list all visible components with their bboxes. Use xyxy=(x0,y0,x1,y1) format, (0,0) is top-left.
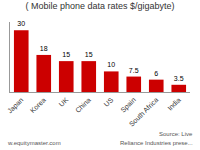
svg-text:w.equitymaster.com: w.equitymaster.com xyxy=(7,140,61,146)
svg-text:15: 15 xyxy=(62,51,70,58)
svg-text:India: India xyxy=(166,96,182,112)
svg-text:South Africa: South Africa xyxy=(128,96,160,128)
svg-text:7.5: 7.5 xyxy=(129,67,139,74)
svg-text:Korea: Korea xyxy=(29,96,47,114)
svg-text:US: US xyxy=(103,96,115,108)
svg-text:China: China xyxy=(74,96,92,114)
svg-text:15: 15 xyxy=(85,51,93,58)
svg-text:18: 18 xyxy=(40,45,48,52)
svg-text:10: 10 xyxy=(107,61,115,68)
svg-text:Source: Live: Source: Live xyxy=(159,131,193,137)
svg-text:30: 30 xyxy=(17,20,25,27)
svg-text:Japan: Japan xyxy=(6,96,25,115)
svg-text:3.5: 3.5 xyxy=(174,75,184,82)
svg-text:UK: UK xyxy=(58,96,70,108)
svg-text:6: 6 xyxy=(154,70,158,77)
svg-text:Spain: Spain xyxy=(119,96,137,114)
svg-text:Reliance Industries prese...: Reliance Industries prese... xyxy=(120,140,193,146)
svg-text:( Mobile phone data rates $/gi: ( Mobile phone data rates $/gigabyte) xyxy=(25,1,174,11)
